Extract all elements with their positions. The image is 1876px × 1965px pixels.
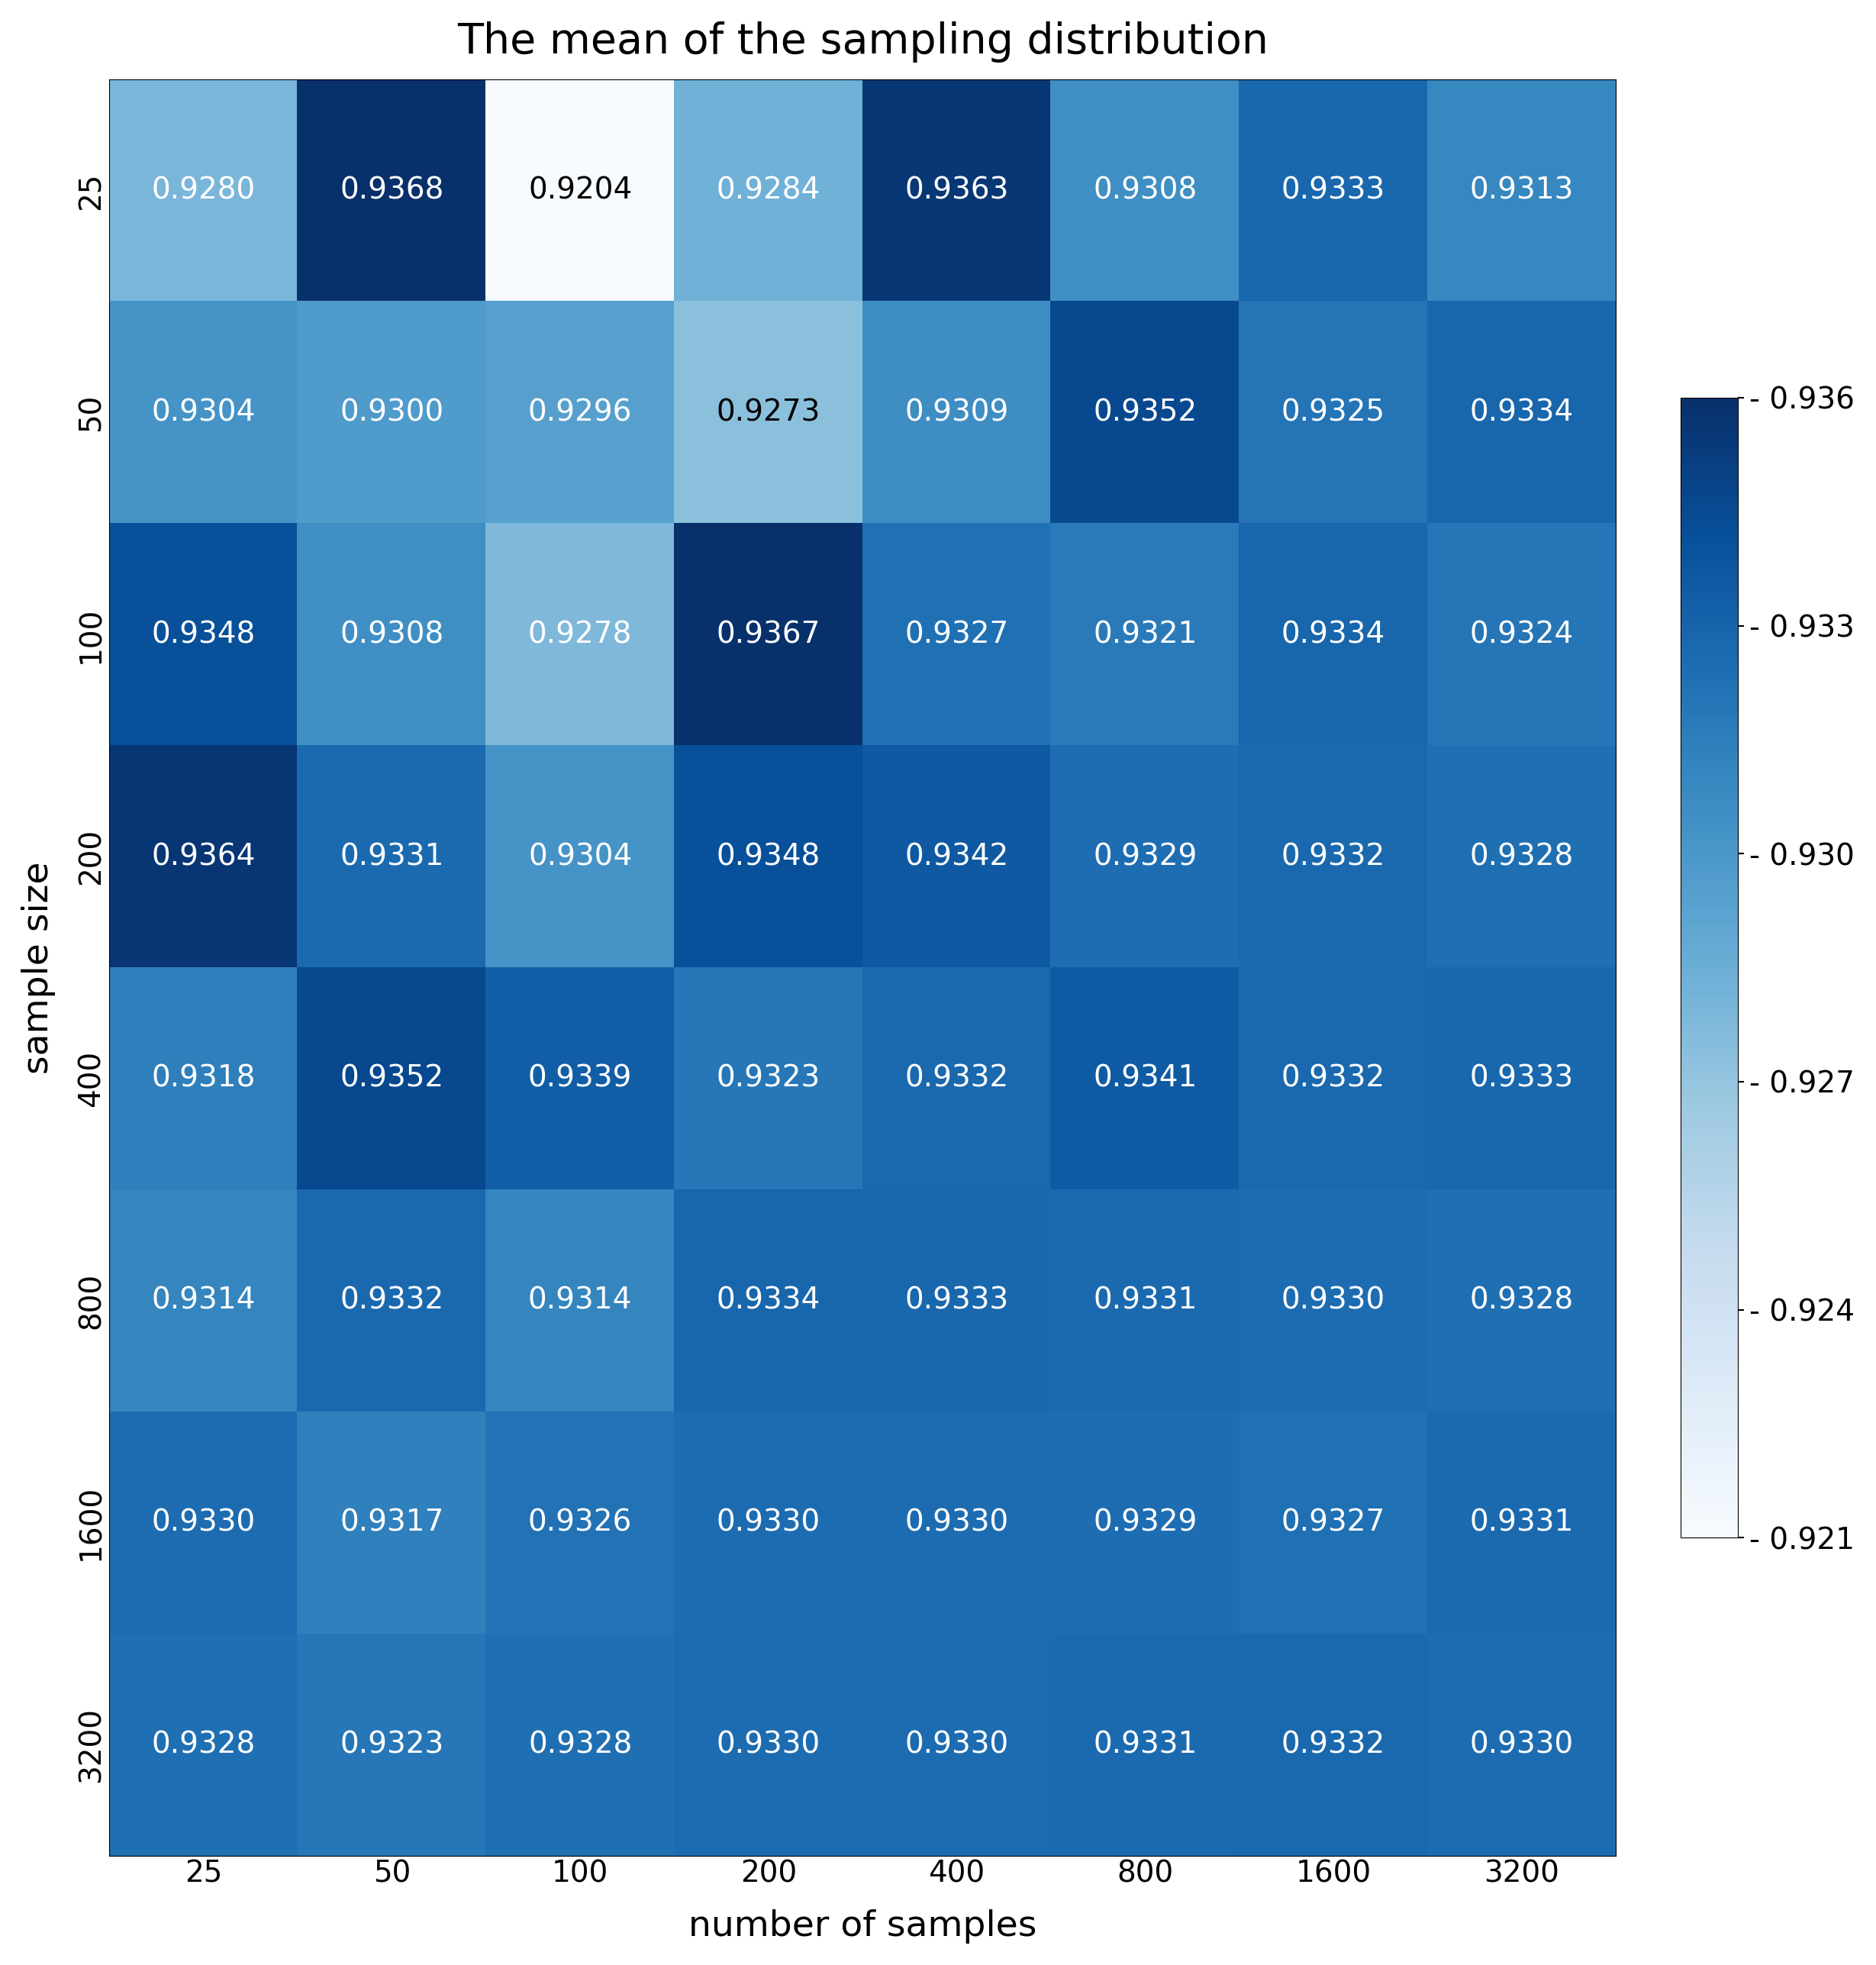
Text: 0.9300: 0.9300 — [340, 399, 445, 426]
Text: 0.9204: 0.9204 — [529, 177, 632, 204]
Text: 0.9341: 0.9341 — [1094, 1065, 1197, 1093]
Text: 0.9330: 0.9330 — [152, 1507, 255, 1537]
Text: 0.9330: 0.9330 — [717, 1729, 820, 1759]
Text: 0.9327: 0.9327 — [1281, 1507, 1384, 1537]
Text: 0.9328: 0.9328 — [1469, 843, 1574, 870]
Text: 0.9330: 0.9330 — [1469, 1729, 1574, 1759]
Text: 0.9342: 0.9342 — [904, 843, 1009, 870]
Text: 0.9334: 0.9334 — [1469, 399, 1574, 426]
Text: 0.9329: 0.9329 — [1094, 843, 1197, 870]
Text: 0.9332: 0.9332 — [1281, 843, 1384, 870]
Text: 0.9328: 0.9328 — [1469, 1285, 1574, 1315]
Text: 0.9314: 0.9314 — [529, 1285, 632, 1315]
Text: 0.9348: 0.9348 — [717, 843, 820, 870]
Text: 0.9330: 0.9330 — [1281, 1285, 1384, 1315]
Y-axis label: sample size: sample size — [21, 861, 56, 1075]
Text: 0.9325: 0.9325 — [1281, 399, 1384, 426]
Text: 0.9364: 0.9364 — [152, 843, 255, 870]
Text: 0.9328: 0.9328 — [529, 1729, 632, 1759]
Text: 0.9313: 0.9313 — [1469, 177, 1574, 204]
Text: 0.9326: 0.9326 — [529, 1507, 632, 1537]
Text: 0.9333: 0.9333 — [1469, 1065, 1574, 1093]
Text: 0.9352: 0.9352 — [1094, 399, 1197, 426]
Text: 0.9332: 0.9332 — [904, 1065, 1009, 1093]
Text: 0.9318: 0.9318 — [152, 1065, 255, 1093]
Text: 0.9330: 0.9330 — [904, 1507, 1009, 1537]
Text: 0.9331: 0.9331 — [1094, 1729, 1197, 1759]
Text: 0.9296: 0.9296 — [527, 399, 632, 426]
Text: 0.9330: 0.9330 — [717, 1507, 820, 1537]
Text: 0.9328: 0.9328 — [152, 1729, 255, 1759]
Text: 0.9308: 0.9308 — [340, 621, 445, 648]
Text: 0.9278: 0.9278 — [529, 621, 632, 648]
Text: 0.9308: 0.9308 — [1094, 177, 1197, 204]
Text: 0.9334: 0.9334 — [717, 1285, 820, 1315]
Text: 0.9323: 0.9323 — [717, 1065, 820, 1093]
Text: 0.9329: 0.9329 — [1094, 1507, 1197, 1537]
Text: 0.9323: 0.9323 — [340, 1729, 445, 1759]
Text: 0.9331: 0.9331 — [1469, 1507, 1574, 1537]
Text: 0.9352: 0.9352 — [340, 1065, 445, 1093]
Text: 0.9333: 0.9333 — [1281, 177, 1384, 204]
Text: 0.9309: 0.9309 — [904, 399, 1009, 426]
Text: 0.9321: 0.9321 — [1094, 621, 1197, 648]
Text: 0.9331: 0.9331 — [1094, 1285, 1197, 1315]
X-axis label: number of samples: number of samples — [688, 1910, 1037, 1943]
Text: 0.9363: 0.9363 — [904, 177, 1009, 204]
Text: 0.9348: 0.9348 — [152, 621, 255, 648]
Text: 0.9367: 0.9367 — [717, 621, 820, 648]
Text: 0.9280: 0.9280 — [152, 177, 255, 204]
Text: 0.9304: 0.9304 — [152, 399, 255, 426]
Text: 0.9333: 0.9333 — [904, 1285, 1009, 1315]
Text: 0.9332: 0.9332 — [340, 1285, 445, 1315]
Text: 0.9314: 0.9314 — [152, 1285, 255, 1315]
Title: The mean of the sampling distribution: The mean of the sampling distribution — [458, 22, 1268, 63]
Text: 0.9327: 0.9327 — [904, 621, 1009, 648]
Text: 0.9324: 0.9324 — [1469, 621, 1574, 648]
Text: 0.9334: 0.9334 — [1281, 621, 1384, 648]
Text: 0.9332: 0.9332 — [1281, 1729, 1384, 1759]
Text: 0.9304: 0.9304 — [529, 843, 632, 870]
Text: 0.9331: 0.9331 — [340, 843, 445, 870]
Text: 0.9368: 0.9368 — [340, 177, 445, 204]
Text: 0.9332: 0.9332 — [1281, 1065, 1384, 1093]
Text: 0.9330: 0.9330 — [904, 1729, 1009, 1759]
Text: 0.9273: 0.9273 — [717, 399, 820, 426]
Text: 0.9317: 0.9317 — [340, 1507, 445, 1537]
Text: 0.9284: 0.9284 — [717, 177, 820, 204]
Text: 0.9339: 0.9339 — [529, 1065, 632, 1093]
